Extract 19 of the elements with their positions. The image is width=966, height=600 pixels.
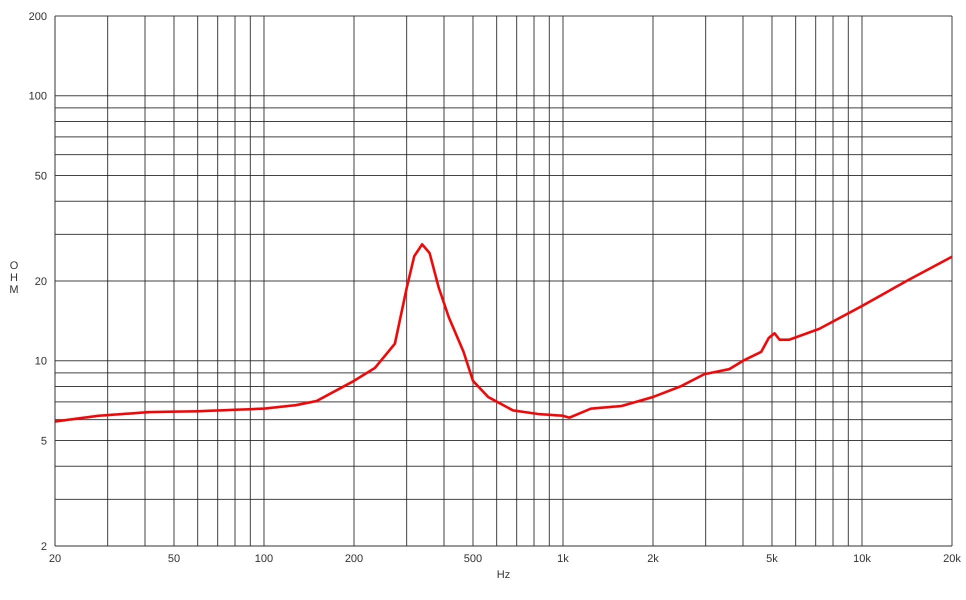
y-axis-title: OHM (9, 260, 19, 296)
x-tick-label: 10k (853, 552, 872, 565)
y-tick-label: 20 (34, 276, 47, 288)
x-tick-label: 20 (48, 552, 62, 565)
x-tick-label: 2k (647, 552, 660, 565)
x-tick-label: 20k (943, 552, 962, 565)
y-tick-label: 50 (34, 170, 47, 182)
y-tick-label: 5 (40, 435, 47, 448)
y-tick-label: 2 (40, 540, 47, 553)
x-tick-label: 500 (464, 552, 482, 565)
x-tick-label: 100 (254, 552, 274, 565)
x-tick-label: 5k (766, 552, 778, 565)
y-tick-label: 100 (28, 90, 47, 103)
x-axis-title: Hz (496, 569, 510, 581)
x-tick-label: 50 (168, 552, 180, 565)
y-tick-label: 200 (28, 10, 47, 23)
x-tick-label: 1k (557, 552, 570, 565)
y-tick-label: 10 (34, 356, 47, 368)
x-tick-label: 200 (344, 552, 364, 565)
